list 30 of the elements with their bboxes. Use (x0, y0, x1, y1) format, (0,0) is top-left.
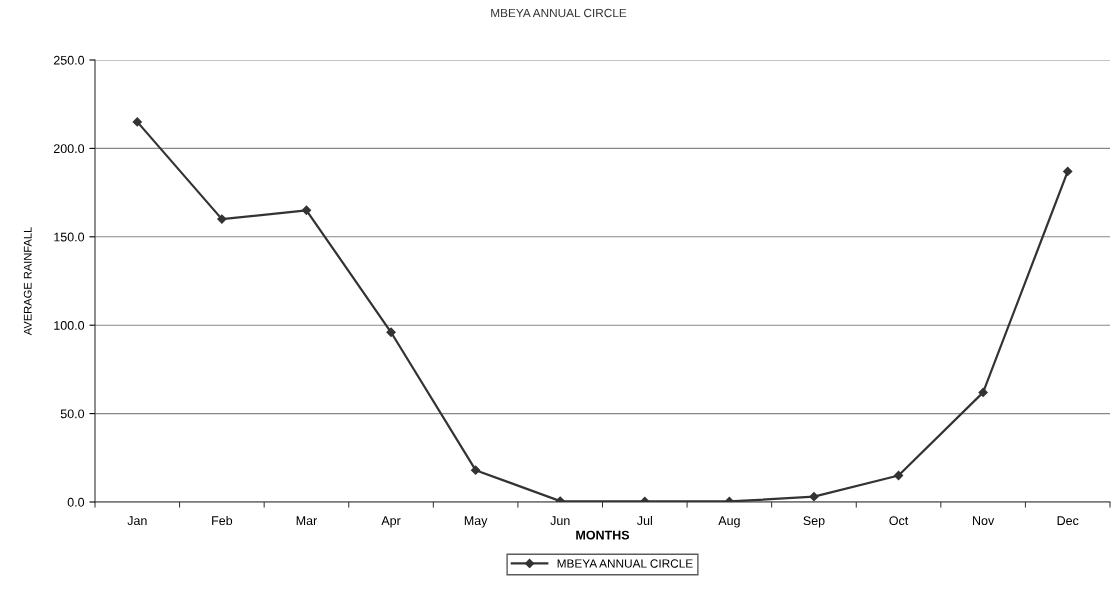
x-tick-label: Jul (637, 515, 652, 526)
x-tick-label: Nov (973, 516, 995, 526)
point (301, 205, 312, 215)
x-tick-label: Aug (718, 516, 740, 528)
point (978, 387, 988, 398)
x-tick-label: Dec (1057, 516, 1079, 526)
point (132, 117, 142, 127)
point (471, 465, 481, 475)
x-tick-label: Sep (803, 516, 825, 528)
legend-label: MBEYA ANNUAL CIRCLE (557, 559, 693, 568)
point (217, 214, 227, 224)
y-tick-label: 100.0 (54, 321, 85, 330)
point (809, 492, 819, 502)
y-tick-label: 250.0 (53, 55, 85, 65)
point (1063, 166, 1073, 177)
x-axis-title: MONTHS (576, 530, 630, 540)
x-tick-label: Jun (550, 516, 570, 526)
y-tick-label: 50.0 (60, 409, 85, 419)
y-tick-label: 200.0 (53, 144, 85, 154)
x-tick-label: Mar (296, 516, 318, 526)
x-tick-label: Apr (381, 516, 401, 528)
x-tick-label: May (464, 516, 488, 528)
y-tick-label: 0.0 (67, 497, 85, 507)
chart-title: MBEYA ANNUAL CIRCLE (491, 8, 627, 18)
y-tick-label: 150.0 (54, 232, 85, 242)
y-axis-title: AVERAGE RAINFALL (23, 227, 32, 336)
x-tick-label: Feb (212, 515, 233, 526)
point (386, 327, 396, 337)
x-tick-label: Oct (889, 516, 909, 526)
x-tick-label: Jan (127, 516, 147, 526)
